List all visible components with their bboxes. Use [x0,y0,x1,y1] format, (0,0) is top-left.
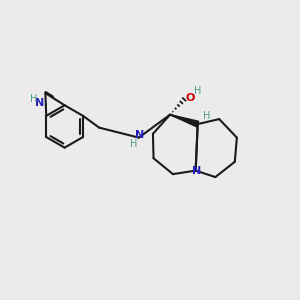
Text: H: H [30,94,37,104]
Text: O: O [186,93,195,103]
Text: H: H [130,139,137,148]
Polygon shape [170,115,199,127]
Text: N: N [135,130,145,140]
Text: H: H [203,111,210,121]
Text: N: N [35,98,44,108]
Text: N: N [192,166,201,176]
Text: H: H [194,85,201,95]
